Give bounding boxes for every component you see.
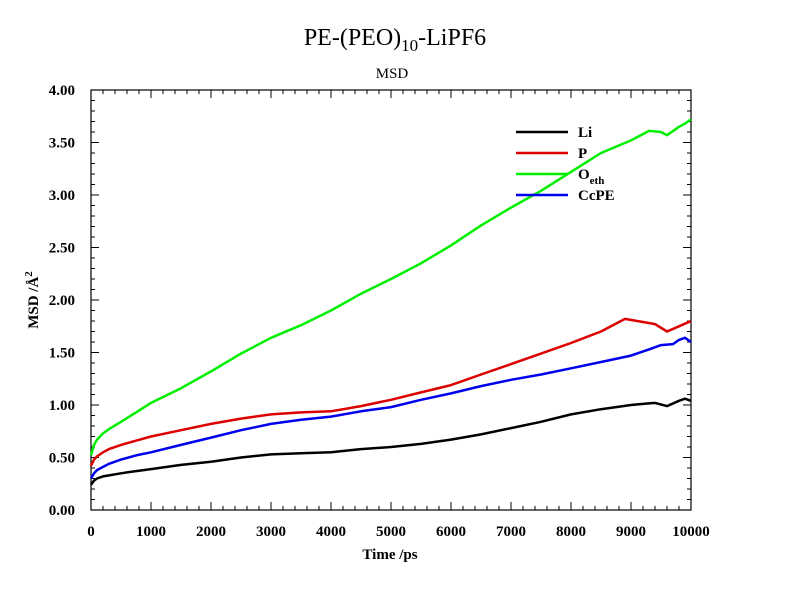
x-tick-label: 6000 (436, 524, 466, 540)
y-tick-label: 2.00 (49, 293, 75, 309)
x-tick-label: 1000 (136, 524, 166, 540)
axes-frame (90, 89, 692, 511)
x-tick-label: 7000 (496, 524, 526, 540)
series-line-li (89, 397, 692, 486)
x-tick-label: 3000 (256, 524, 286, 540)
tick-labels: 0 1000 2000 3000 4000 5000 6000 7000 8000 9000 100… (49, 83, 710, 540)
y-tick-label: 4.00 (49, 83, 75, 99)
chart-title: PE-(PEO)10-LiPF6 (304, 25, 486, 55)
x-tick-label: 9000 (616, 524, 646, 540)
x-tick-label: 2000 (196, 524, 226, 540)
series-line-o (89, 118, 692, 456)
x-tick-label: 4000 (316, 524, 346, 540)
x-tick-label: 5000 (376, 524, 406, 540)
x-axis-label: Time /ps (362, 547, 417, 563)
x-tick-label: 0 (87, 524, 95, 540)
y-tick-label: 3.00 (49, 188, 75, 204)
legend-label: P (578, 146, 587, 162)
chart-subtitle: MSD (376, 66, 409, 82)
y-tick-label: 2.50 (49, 241, 75, 257)
y-tick-label: 3.50 (49, 136, 75, 152)
x-tick-label: 8000 (556, 524, 586, 540)
legend-label: Li (578, 125, 592, 141)
legend-label: CcPE (578, 188, 615, 204)
y-tick-label: 0.00 (49, 503, 75, 519)
y-tick-label: 1.50 (49, 346, 75, 362)
series-line-ccpe (89, 336, 692, 480)
y-tick-label: 1.00 (49, 398, 75, 414)
y-tick-label: 0.50 (49, 451, 75, 467)
x-tick-label: 10000 (672, 524, 710, 540)
legend-label: Oeth (578, 167, 604, 187)
series-lines (89, 118, 692, 486)
y-axis-label: MSD /Å2 (23, 271, 42, 329)
series-line-p (89, 317, 692, 467)
